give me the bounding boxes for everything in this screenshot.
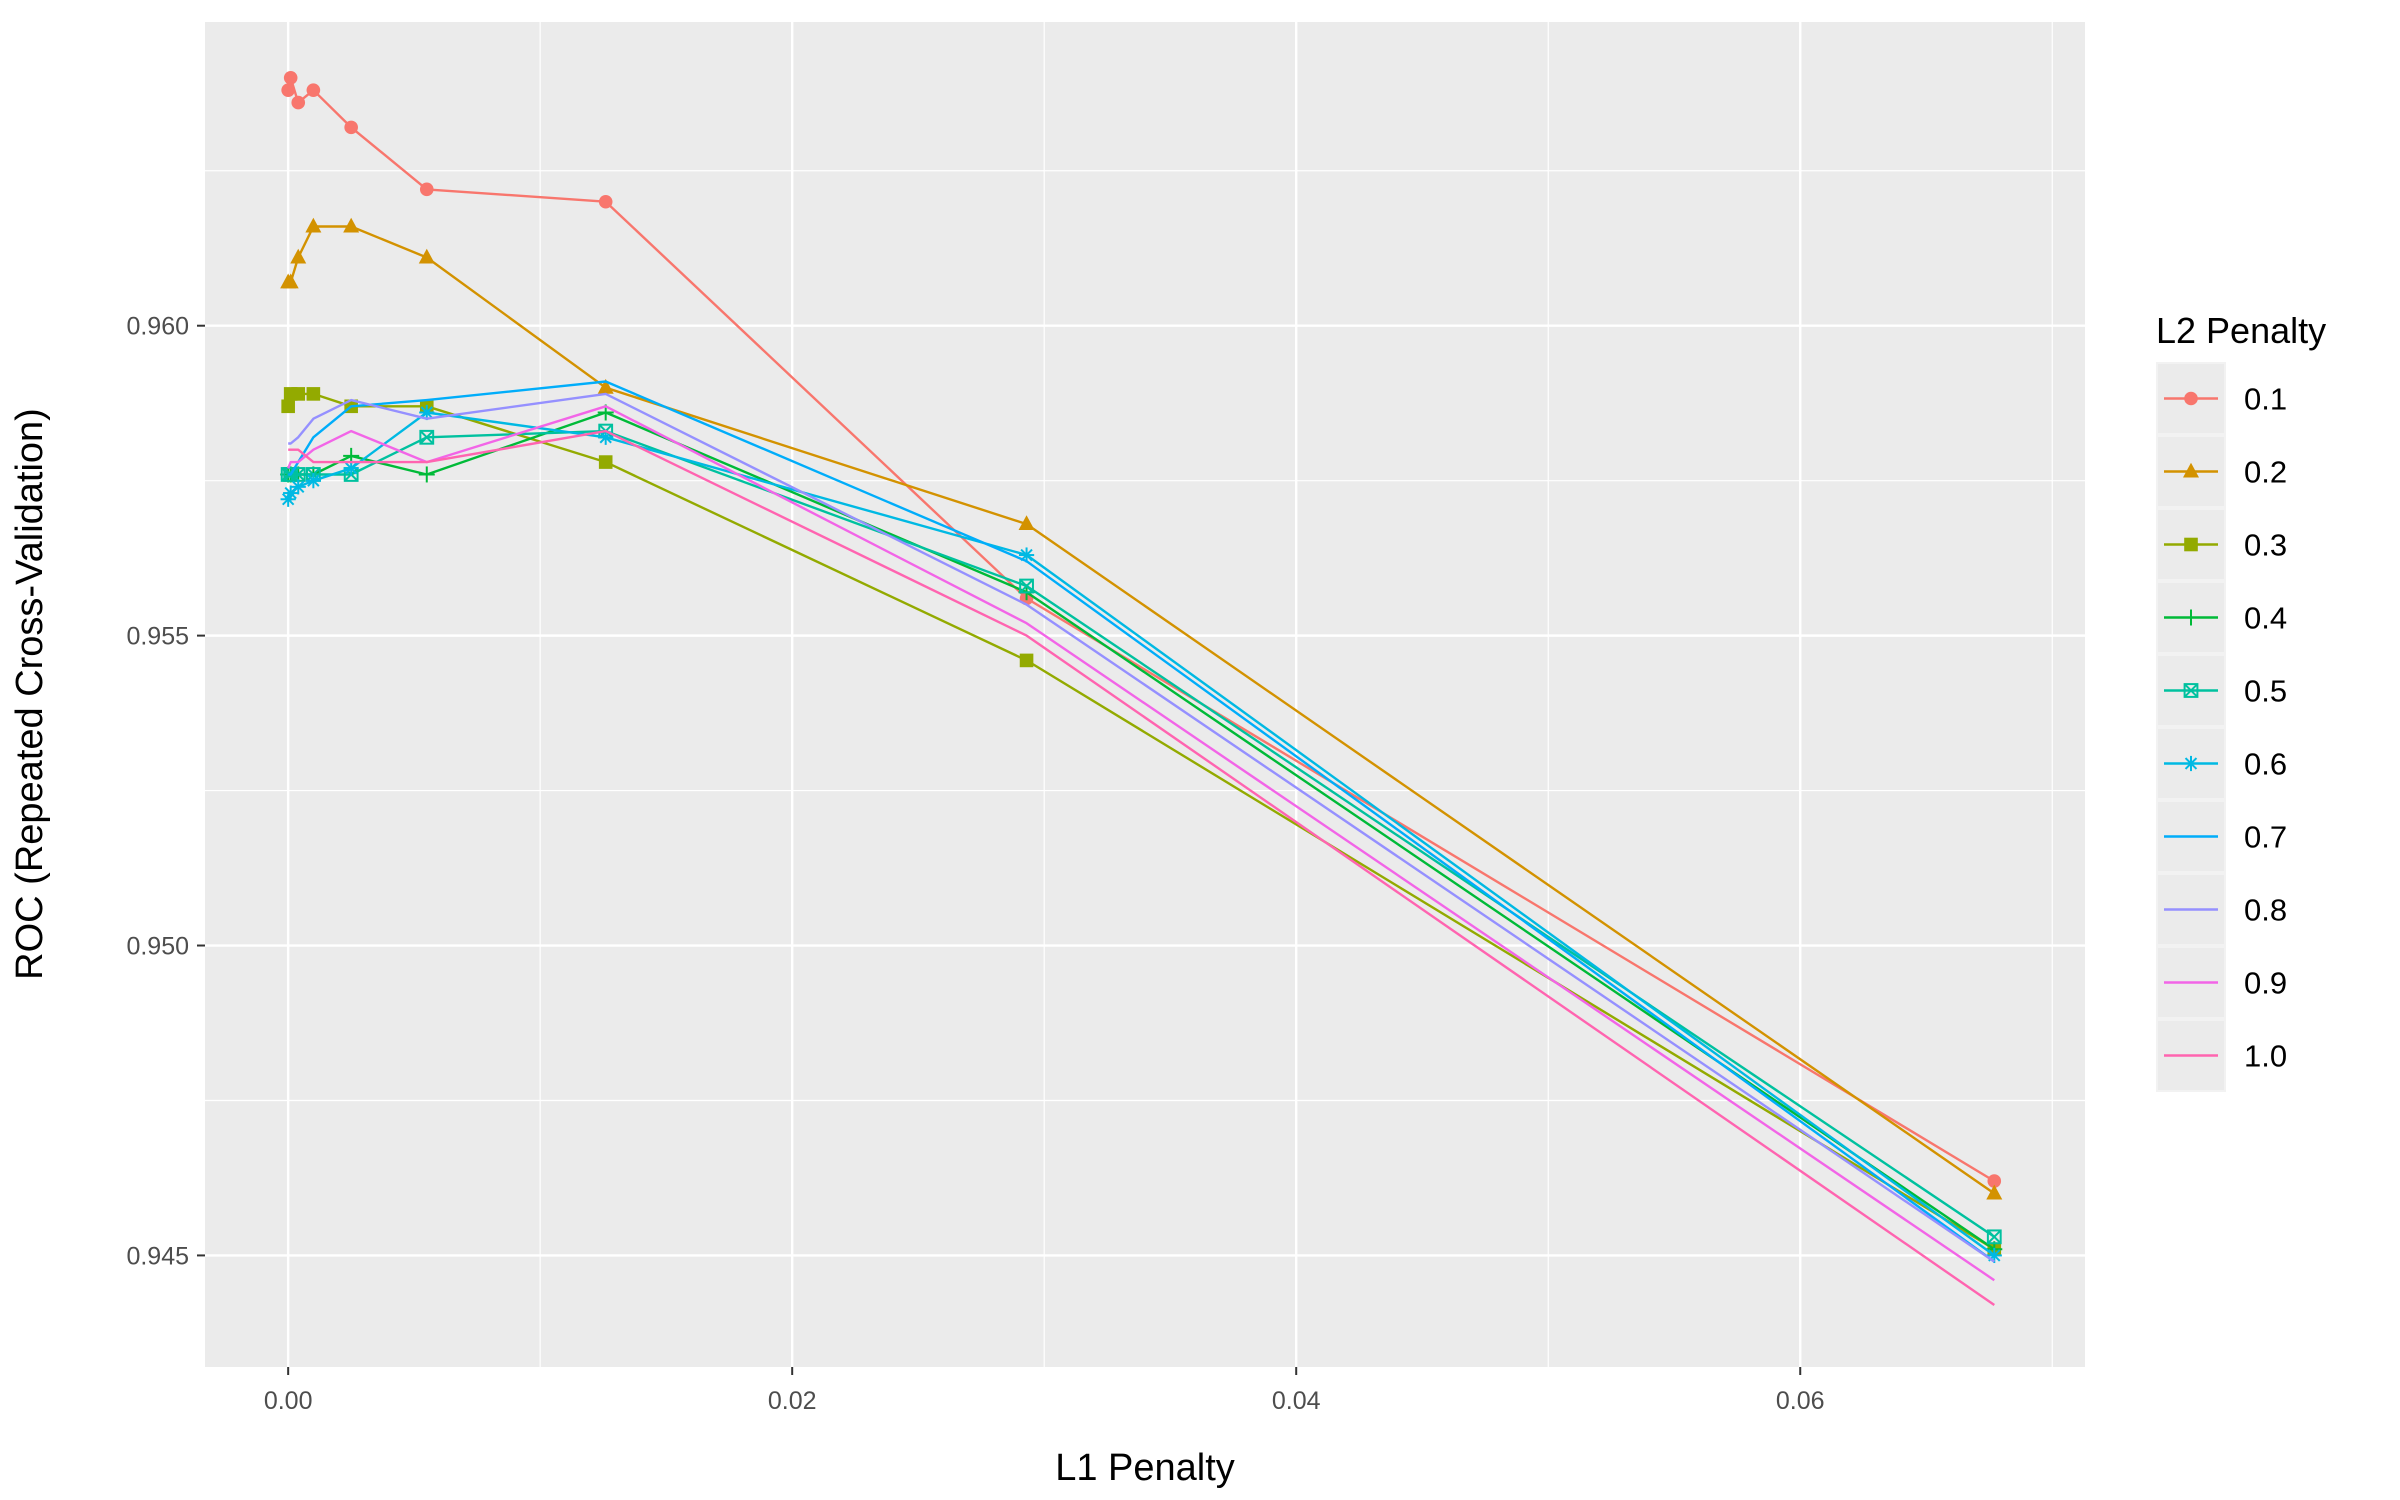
legend-label: 0.1 xyxy=(2244,382,2287,417)
data-point xyxy=(419,182,434,197)
legend-label: 0.8 xyxy=(2244,893,2287,928)
series-layer xyxy=(280,70,2003,1306)
legend-item-0.7: 0.7 xyxy=(2158,802,2287,871)
x-tick-label: 0.06 xyxy=(1776,1387,1825,1415)
data-point xyxy=(2183,462,2199,478)
data-point xyxy=(419,429,435,445)
series-0.9 xyxy=(287,405,1995,1282)
y-tick-label: 0.960 xyxy=(126,313,189,341)
legend-item-0.4: 0.4 xyxy=(2158,583,2287,652)
series-0.6 xyxy=(280,404,2002,1264)
data-point xyxy=(306,387,321,401)
data-point xyxy=(597,378,614,394)
series-line-0.9 xyxy=(287,405,1995,1282)
legend-item-0.9: 0.9 xyxy=(2158,948,2287,1017)
legend-label: 0.5 xyxy=(2244,674,2287,709)
data-point xyxy=(1018,515,1035,531)
legend-label: 0.7 xyxy=(2244,820,2287,855)
legend-item-0.2: 0.2 xyxy=(2158,437,2287,506)
series-0.8 xyxy=(288,392,1995,1263)
x-tick-label: 0.02 xyxy=(768,1387,817,1415)
data-point xyxy=(598,194,613,209)
data-point xyxy=(305,473,321,489)
series-1.0 xyxy=(288,429,1995,1306)
data-point xyxy=(1986,1184,2003,1200)
data-point xyxy=(2183,683,2199,698)
data-point xyxy=(2184,391,2198,406)
legend-label: 0.9 xyxy=(2244,966,2287,1001)
legend-item-0.6: 0.6 xyxy=(2158,729,2287,798)
plot-panel xyxy=(205,22,2085,1367)
legend-label: 0.2 xyxy=(2244,455,2287,490)
data-point xyxy=(305,217,322,233)
series-0.7 xyxy=(288,380,1996,1263)
data-point xyxy=(598,455,613,469)
x-axis-title: L1 Penalty xyxy=(1055,1447,1235,1489)
legend-label: 0.4 xyxy=(2244,601,2287,636)
series-0.2 xyxy=(280,217,2003,1200)
data-point xyxy=(2183,609,2199,626)
x-tick-label: 0.00 xyxy=(264,1387,313,1415)
legend-label: 1.0 xyxy=(2244,1039,2287,1074)
data-point xyxy=(291,387,306,401)
data-point xyxy=(306,83,321,97)
y-axis: 0.945 0.950 0.955 0.960 xyxy=(126,313,205,1270)
legend-item-0.3: 0.3 xyxy=(2158,510,2287,579)
data-point xyxy=(290,248,307,264)
minor-gridlines xyxy=(205,22,2085,1367)
y-axis-title: ROC (Repeated Cross-Validation) xyxy=(9,408,51,980)
legend-label: 0.6 xyxy=(2244,747,2287,782)
data-point xyxy=(2183,755,2199,772)
legend: L2 Penalty 0.1 0.2 0.3 0.4 0.5 0.6 0.7 0.8 0.9 1.… xyxy=(2156,310,2326,1092)
data-point xyxy=(1019,578,1034,594)
legend-item-0.5: 0.5 xyxy=(2158,656,2287,725)
x-tick-label: 0.04 xyxy=(1272,1387,1321,1415)
data-point xyxy=(281,83,295,97)
legend-item-0.1: 0.1 xyxy=(2158,364,2287,433)
legend-items: 0.1 0.2 0.3 0.4 0.5 0.6 0.7 0.8 0.9 1.0 xyxy=(2156,362,2287,1092)
data-point xyxy=(290,479,306,495)
data-point xyxy=(343,217,360,233)
series-line-0.7 xyxy=(288,380,1996,1263)
x-axis: 0.00 0.02 0.04 0.06 xyxy=(264,1367,1825,1415)
major-gridlines xyxy=(205,22,2085,1367)
data-point xyxy=(282,273,299,289)
data-point xyxy=(343,460,359,476)
data-point xyxy=(418,466,435,483)
legend-item-1.0: 1.0 xyxy=(2158,1021,2287,1090)
legend-title: L2 Penalty xyxy=(2156,310,2326,351)
data-point xyxy=(418,248,435,264)
legend-item-0.8: 0.8 xyxy=(2158,875,2287,944)
data-point xyxy=(1986,1229,2002,1245)
data-point xyxy=(291,95,306,110)
data-point xyxy=(281,399,295,414)
y-tick-label: 0.955 xyxy=(126,623,189,651)
y-tick-label: 0.950 xyxy=(126,933,189,961)
data-point xyxy=(2184,537,2198,552)
series-line-0.8 xyxy=(288,392,1995,1263)
data-point xyxy=(344,120,358,135)
data-point xyxy=(1987,1174,2002,1188)
y-tick-label: 0.945 xyxy=(126,1242,189,1270)
series-line-1.0 xyxy=(288,429,1995,1306)
data-point xyxy=(1019,653,1034,668)
legend-label: 0.3 xyxy=(2244,528,2287,563)
data-point xyxy=(283,70,298,85)
